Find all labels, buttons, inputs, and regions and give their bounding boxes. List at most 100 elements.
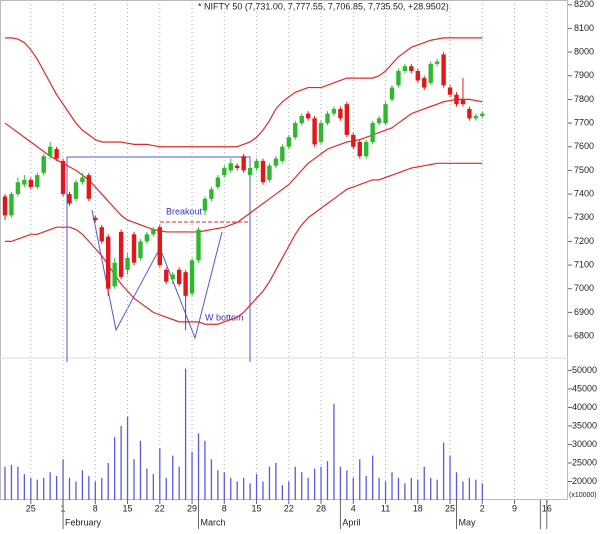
x-tick-label: 28 <box>316 503 326 513</box>
chart-title: * NIFTY 50 (7,731.00, 7,777.55, 7,706.85… <box>198 1 449 11</box>
candle-body <box>312 118 317 145</box>
candle-body <box>131 234 137 263</box>
candle-body <box>54 149 59 159</box>
x-tick-label: 15 <box>123 503 133 513</box>
candle-body <box>318 123 324 142</box>
candle-body <box>151 229 156 235</box>
candle-body <box>2 196 8 216</box>
candle-body <box>441 54 446 86</box>
candle-body <box>267 165 272 180</box>
candle-body <box>351 134 356 147</box>
y-tick-label: 7500 <box>574 165 594 175</box>
y-tick-label: 6800 <box>574 330 594 340</box>
candle-body <box>434 61 440 64</box>
candle-body <box>409 66 414 71</box>
annotation: W bottom <box>205 312 244 322</box>
candle-body <box>273 158 279 166</box>
candle-body <box>286 137 291 147</box>
y-tick-label: 6900 <box>574 307 594 317</box>
candle-body <box>164 269 169 282</box>
x-tick-label: 2 <box>480 503 485 513</box>
volume-tick-label: 35000 <box>572 420 597 430</box>
candle-body <box>183 272 188 296</box>
candle-body <box>473 115 479 119</box>
candle-body <box>241 156 246 171</box>
plot-frame <box>0 0 568 500</box>
candle-body <box>428 63 433 83</box>
month-label: April <box>342 517 360 527</box>
candle-body <box>422 78 427 88</box>
candle-body <box>260 160 266 183</box>
x-tick-label: 25 <box>26 503 36 513</box>
candle-body <box>47 146 53 157</box>
x-tick-label: 15 <box>252 503 262 513</box>
candle-body <box>480 113 485 116</box>
candle-body <box>215 177 221 187</box>
candle-body <box>189 260 195 294</box>
candle-body <box>299 115 304 124</box>
y-tick-label: 8100 <box>574 23 594 33</box>
candle-body <box>144 234 150 242</box>
candle-body <box>389 87 395 100</box>
y-tick-label: 7200 <box>574 236 594 246</box>
candle-body <box>364 142 369 157</box>
candle-body <box>60 160 66 195</box>
candle-body <box>228 163 233 171</box>
candle-body <box>383 104 388 124</box>
bollinger-middle <box>4 98 483 233</box>
y-tick-label: 7400 <box>574 188 594 198</box>
candle-body <box>67 194 72 204</box>
candle-body <box>254 160 259 169</box>
y-tick-label: 7800 <box>574 94 594 104</box>
y-tick-label: 7300 <box>574 212 594 222</box>
candle-body <box>447 87 453 95</box>
candle-body <box>460 99 466 105</box>
candle-body <box>15 182 21 195</box>
candle-body <box>80 177 85 183</box>
candle-body <box>170 274 175 280</box>
candle-body <box>118 231 124 277</box>
annotation: Breakout <box>166 206 203 216</box>
candle-body <box>370 123 375 142</box>
candle-body <box>402 66 408 71</box>
candle-body <box>467 108 472 119</box>
month-label: February <box>65 517 102 527</box>
candle-body <box>112 262 117 287</box>
x-tick-label: 4 <box>351 503 356 513</box>
y-tick-label: 7900 <box>574 70 594 80</box>
x-tick-label: 9 <box>512 503 517 513</box>
y-tick-label: 7000 <box>574 283 594 293</box>
y-tick-label: 7100 <box>574 259 594 269</box>
volume-tick-label: 20000 <box>572 476 597 486</box>
volume-axis-label: (x10000) <box>569 492 597 499</box>
candle-body <box>247 168 253 176</box>
candle-body <box>331 108 337 114</box>
candle-body <box>325 113 330 124</box>
volume-tick-label: 45000 <box>572 383 597 393</box>
candle-body <box>28 179 33 187</box>
candle-body <box>357 142 362 157</box>
candle-body <box>176 269 182 284</box>
x-tick-label: 8 <box>93 503 98 513</box>
candle-body <box>157 227 162 266</box>
y-tick-label: 8000 <box>574 46 594 56</box>
candle-body <box>376 118 382 124</box>
x-tick-label: 11 <box>381 503 390 513</box>
candle-body <box>41 156 46 173</box>
candle-body <box>106 236 111 289</box>
x-tick-label: 8 <box>222 503 227 513</box>
month-label: May <box>459 517 477 527</box>
candle-body <box>22 179 27 185</box>
x-tick-label: 29 <box>187 503 197 513</box>
month-label: March <box>201 517 226 527</box>
candle-body <box>305 113 311 119</box>
volume-tick-label: 40000 <box>572 402 597 412</box>
candle-body <box>99 227 104 242</box>
candle-body <box>86 175 92 199</box>
candle-body <box>202 198 208 211</box>
x-tick-label: 25 <box>445 503 455 513</box>
x-tick-label: 22 <box>284 503 294 513</box>
w-pattern <box>91 209 223 340</box>
